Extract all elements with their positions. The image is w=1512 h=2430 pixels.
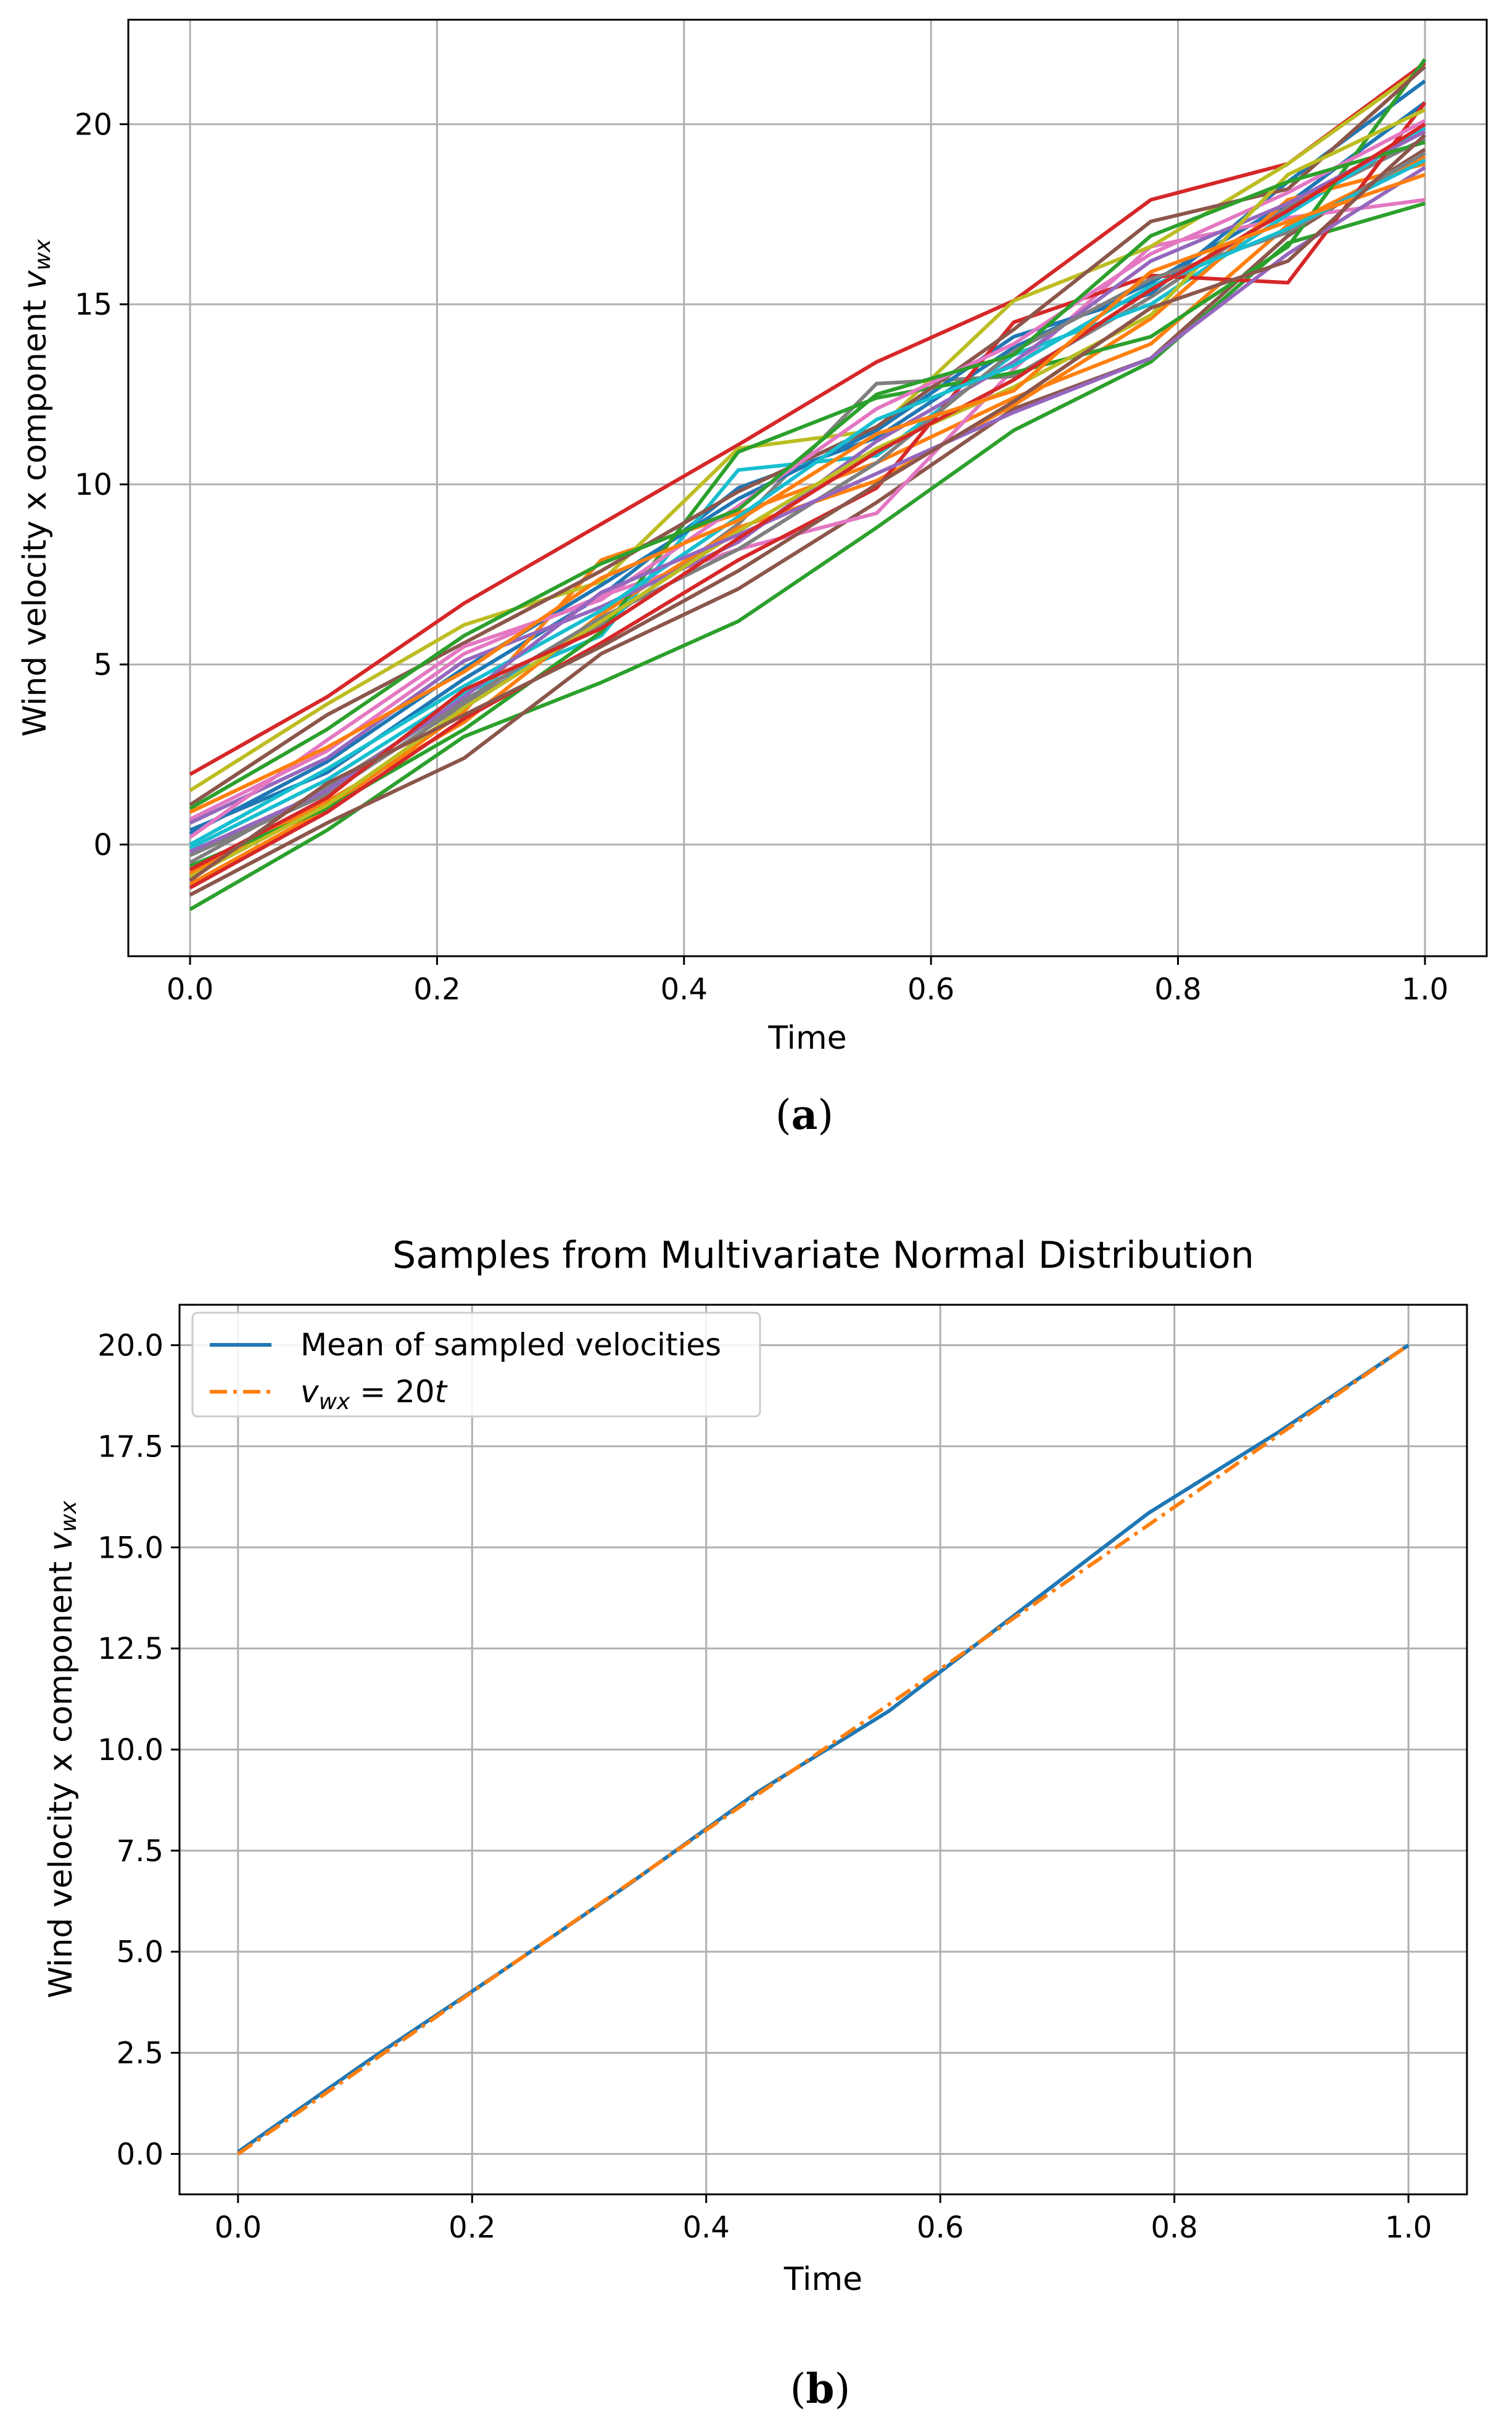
series-line-sample-12 xyxy=(189,58,1427,868)
x-tick-label: 1.0 xyxy=(1402,972,1448,1007)
series-line-sample-22 xyxy=(189,122,1426,872)
legend-label-mean: Mean of sampled velocities xyxy=(300,1327,721,1363)
series-line-sample-10 xyxy=(189,79,1426,836)
y-tick-label: 0 xyxy=(93,828,112,862)
chart-a-yticks: 0 5 10 15 20 xyxy=(75,107,128,862)
y-tick-label: 10.0 xyxy=(97,1733,163,1767)
chart-a-xticks: 0.0 0.2 0.4 0.6 0.8 1.0 xyxy=(167,956,1448,1007)
x-tick-label: 0.8 xyxy=(1154,972,1201,1007)
chart-a-xlabel: Time xyxy=(767,1020,846,1057)
y-tick-label: 5.0 xyxy=(117,1935,163,1970)
y-tick-label: 15.0 xyxy=(97,1531,163,1565)
series-line-sample-24 xyxy=(189,133,1426,882)
series-line-sample-21 xyxy=(189,140,1426,811)
chart-a-series xyxy=(189,58,1427,911)
chart-b-title: Samples from Multivariate Normal Distrib… xyxy=(392,1234,1254,1277)
series-line-sample-13 xyxy=(189,101,1427,890)
chart-b-caption: (b) xyxy=(790,2365,851,2413)
chart-a-caption: (a) xyxy=(775,1091,833,1139)
series-line-sample-16 xyxy=(189,118,1426,839)
y-tick-label: 20.0 xyxy=(97,1329,163,1363)
y-tick-label: 10 xyxy=(75,468,112,502)
series-line-sample-23 xyxy=(189,173,1426,814)
x-tick-label: 0.2 xyxy=(448,2210,495,2245)
x-tick-label: 0.0 xyxy=(215,2210,262,2245)
chart-b-xticks: 0.0 0.2 0.4 0.6 0.8 1.0 xyxy=(215,2194,1432,2245)
chart-a: 0.0 0.2 0.4 0.6 0.8 1.0 0 5 10 15 20 Time Wind ve… xyxy=(17,19,1488,1139)
series-line-sample-2 xyxy=(189,201,1426,911)
chart-a-ylabel: Wind velocity x component vwx xyxy=(17,239,56,737)
x-tick-label: 0.2 xyxy=(413,972,460,1007)
x-tick-label: 0.6 xyxy=(907,972,954,1007)
chart-b-xlabel: Time xyxy=(783,2261,862,2298)
x-tick-label: 0.0 xyxy=(167,972,213,1007)
y-tick-label: 12.5 xyxy=(97,1632,163,1666)
y-tick-label: 17.5 xyxy=(97,1429,163,1464)
y-tick-label: 7.5 xyxy=(117,1834,163,1869)
chart-b: Samples from Multivariate Normal Distrib… xyxy=(43,1234,1468,2413)
legend-label-reference: vwx = 20t xyxy=(300,1374,448,1415)
x-tick-label: 1.0 xyxy=(1385,2210,1432,2245)
chart-b-yticks: 0.0 2.5 5.0 7.5 10.0 12.5 15.0 17.5 20.0 xyxy=(97,1329,180,2172)
legend-box xyxy=(191,1312,761,1418)
y-tick-label: 15 xyxy=(75,287,112,322)
y-tick-label: 2.5 xyxy=(117,2036,163,2071)
chart-b-series xyxy=(237,1344,1410,2155)
y-tick-label: 0.0 xyxy=(117,2137,163,2172)
series-line-sample-11 xyxy=(189,162,1426,875)
series-line-sample-19 xyxy=(189,159,1426,846)
y-tick-label: 20 xyxy=(75,107,112,142)
series-line-sample-5 xyxy=(189,147,1426,897)
series-line-reference xyxy=(237,1344,1410,2155)
x-tick-label: 0.8 xyxy=(1151,2210,1198,2245)
x-tick-label: 0.4 xyxy=(661,972,708,1007)
x-tick-label: 0.6 xyxy=(917,2210,964,2245)
chart-a-frame xyxy=(127,19,1488,957)
series-line-sample-1 xyxy=(189,61,1426,776)
x-tick-label: 0.4 xyxy=(683,2210,730,2245)
y-tick-label: 5 xyxy=(93,648,112,682)
chart-b-legend: Mean of sampled velocities vwx = 20t xyxy=(191,1312,761,1418)
chart-b-ylabel: Wind velocity x component vwx xyxy=(43,1500,81,1998)
